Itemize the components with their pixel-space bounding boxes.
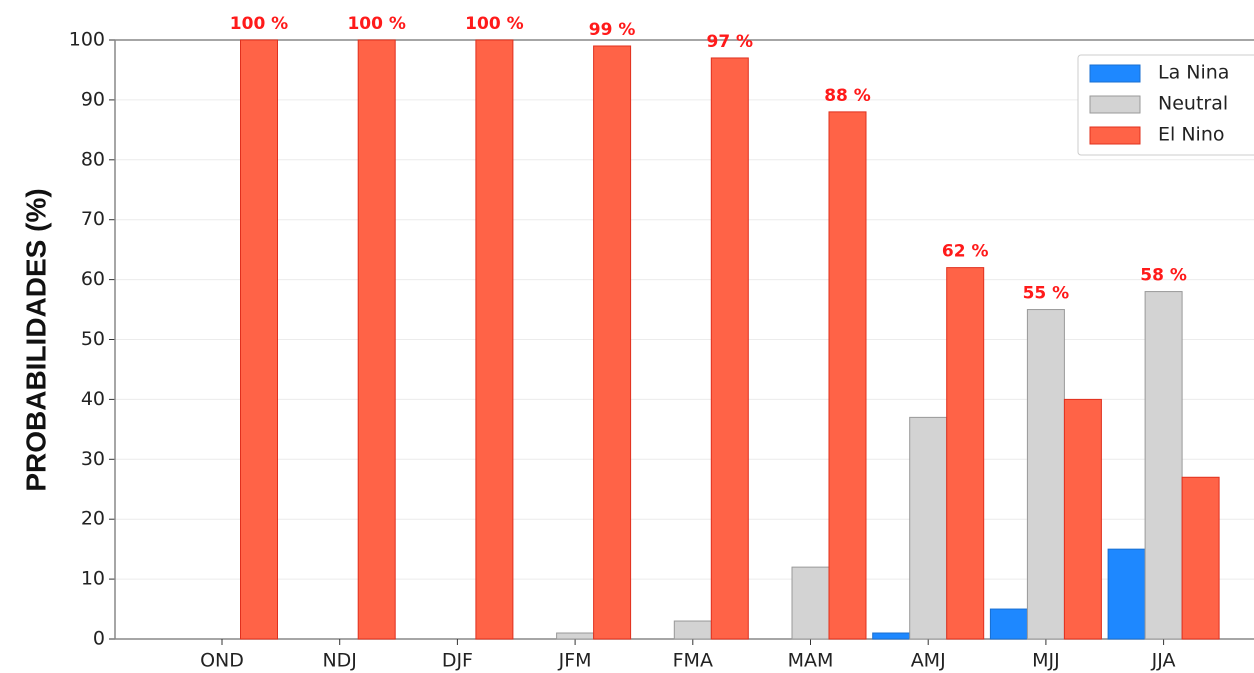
- x-tick-label: AMJ: [911, 650, 946, 672]
- x-tick-label: FMA: [673, 650, 713, 672]
- value-label: 100 %: [230, 14, 288, 34]
- bar: [710, 57, 749, 640]
- y-tick-label: 0: [93, 628, 105, 650]
- y-tick-label: 80: [81, 148, 105, 170]
- x-tick-label: JJA: [1151, 650, 1176, 672]
- value-label: 58 %: [1140, 266, 1187, 286]
- y-tick-label: 70: [81, 208, 105, 230]
- legend-label: Neutral: [1158, 93, 1228, 115]
- y-tick-label: 100: [69, 29, 105, 51]
- bar: [909, 416, 948, 640]
- bar: [828, 111, 867, 640]
- bar: [872, 632, 911, 640]
- bar: [1144, 291, 1183, 640]
- x-tick-label: JFM: [558, 650, 592, 672]
- x-tick-label: NDJ: [322, 650, 356, 672]
- bar: [1181, 476, 1220, 640]
- legend-swatch: [1089, 64, 1141, 83]
- bar: [673, 620, 712, 640]
- bar: [791, 566, 830, 640]
- value-label: 100 %: [347, 14, 405, 34]
- value-label: 97 %: [706, 32, 753, 52]
- value-label: 88 %: [824, 86, 871, 106]
- y-tick-label: 50: [81, 328, 105, 350]
- bar: [556, 632, 595, 640]
- y-tick-label: 60: [81, 268, 105, 290]
- y-tick-label: 90: [81, 88, 105, 110]
- bar: [1026, 309, 1065, 640]
- y-tick-label: 40: [81, 388, 105, 410]
- bar: [989, 608, 1028, 640]
- value-label: 62 %: [942, 242, 989, 262]
- bar: [357, 39, 396, 640]
- value-label: 100 %: [465, 14, 523, 34]
- bar: [1107, 548, 1146, 640]
- x-tick-label: DJF: [442, 650, 473, 672]
- y-tick-label: 30: [81, 448, 105, 470]
- legend-label: El Nino: [1158, 124, 1224, 146]
- y-tick-label: 10: [81, 568, 105, 590]
- bar: [1063, 398, 1102, 640]
- legend: La Nina Neutral El Nino: [1077, 54, 1254, 156]
- x-tick-label: MAM: [788, 650, 834, 672]
- legend-swatch: [1089, 126, 1141, 145]
- y-tick-label: 20: [81, 508, 105, 530]
- x-tick-label: OND: [200, 650, 244, 672]
- value-label: 55 %: [1023, 284, 1070, 304]
- value-label: 99 %: [589, 20, 636, 40]
- y-axis-label: PROBABILIDADES (%): [20, 188, 51, 491]
- bar: [475, 39, 514, 640]
- bar: [946, 267, 985, 640]
- legend-label: La Nina: [1158, 62, 1229, 84]
- bar: [240, 39, 278, 640]
- x-tick-label: MJJ: [1032, 650, 1060, 672]
- legend-swatch: [1089, 95, 1141, 114]
- bar: [593, 45, 632, 640]
